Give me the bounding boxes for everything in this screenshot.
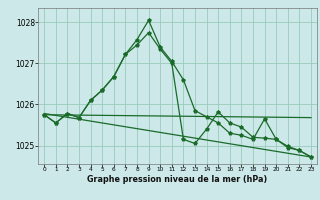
X-axis label: Graphe pression niveau de la mer (hPa): Graphe pression niveau de la mer (hPa) [87,175,268,184]
